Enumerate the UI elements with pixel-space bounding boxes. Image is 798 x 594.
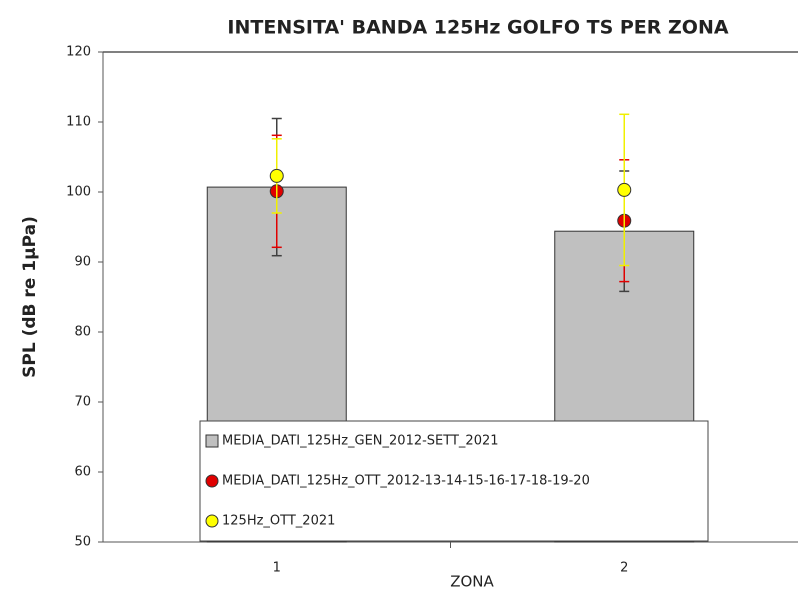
x-tick-label: 2 (620, 561, 628, 576)
legend: MEDIA_DATI_125Hz_GEN_2012-SETT_2021 MEDIA… (199, 420, 709, 542)
x-axis-label: ZONA (450, 573, 494, 591)
y-tick-label: 90 (74, 255, 91, 270)
chart-title: INTENSITA' BANDA 125Hz GOLFO TS PER ZONA (227, 17, 728, 39)
point (617, 182, 632, 197)
y-tick-label: 100 (66, 185, 91, 200)
legend-label: MEDIA_DATI_125Hz_GEN_2012-SETT_2021 (222, 434, 499, 449)
y-tick-label: 120 (66, 45, 91, 60)
y-tick-label: 70 (74, 395, 91, 410)
y-tick-label: 60 (74, 465, 91, 480)
y-tick-label: 50 (74, 535, 91, 550)
legend-swatch (205, 514, 219, 528)
legend-label: 125Hz_OTT_2021 (222, 514, 335, 529)
point (269, 168, 284, 183)
legend-label: MEDIA_DATI_125Hz_OTT_2012-13-14-15-16-17… (222, 474, 590, 489)
legend-swatch (205, 474, 219, 488)
y-tick-label: 80 (74, 325, 91, 340)
x-tick-label: 1 (273, 561, 281, 576)
legend-box (199, 420, 709, 542)
legend-swatch (205, 434, 219, 448)
y-axis-label: SPL (dB re 1µPa) (20, 216, 40, 378)
y-tick-label: 110 (66, 115, 91, 130)
